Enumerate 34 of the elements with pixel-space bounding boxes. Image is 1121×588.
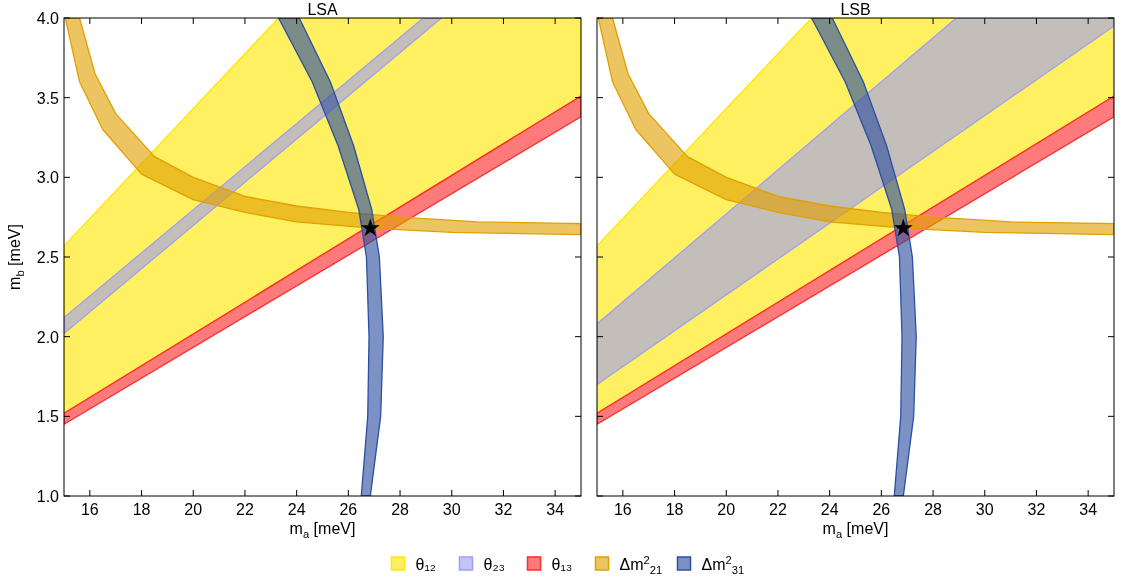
x-tick-label: 24 — [820, 501, 839, 518]
x-tick-label: 30 — [442, 501, 461, 518]
x-tick-label: 22 — [769, 501, 787, 518]
x-tick-label: 16 — [613, 501, 632, 518]
x-tick-label: 32 — [494, 501, 513, 518]
y-tick-label: 2.5 — [36, 249, 60, 266]
x-tick-label: 34 — [1079, 501, 1098, 518]
x-tick-label: 24 — [287, 501, 306, 518]
x-axis-title: m$_{a}$ [meV] — [289, 520, 356, 540]
x-tick-label: 22 — [236, 501, 254, 518]
y-tick-label: 4.0 — [36, 10, 60, 27]
y-tick-label: 3.0 — [36, 169, 60, 187]
x-tick-label: 26 — [339, 501, 358, 518]
x-axis-title: m$_{a}$ [meV] — [822, 520, 889, 540]
x-tick-label: 32 — [1027, 501, 1046, 518]
x-tick-label: 26 — [872, 501, 891, 518]
legend-label: θ₁₂ — [415, 556, 437, 573]
chart-title: LSA — [307, 1, 338, 18]
x-tick-label: 16 — [80, 501, 99, 518]
x-tick-label: 30 — [975, 501, 994, 518]
legend-label: θ₂₃ — [483, 556, 506, 573]
legend-label: θ₁₃ — [551, 556, 573, 573]
x-tick-label: 18 — [132, 501, 151, 518]
x-tick-label: 28 — [391, 501, 410, 518]
y-tick-label: 2.0 — [36, 328, 60, 346]
x-tick-label: 18 — [665, 501, 684, 518]
x-tick-label: 20 — [184, 501, 203, 518]
y-tick-label: 3.5 — [36, 89, 60, 107]
chart-title: LSB — [840, 1, 871, 18]
x-tick-label: 28 — [924, 501, 943, 518]
y-tick-label: 1.5 — [36, 408, 60, 426]
x-tick-label: 34 — [546, 501, 565, 518]
x-tick-label: 20 — [717, 501, 736, 518]
y-tick-label: 1.0 — [36, 488, 60, 505]
